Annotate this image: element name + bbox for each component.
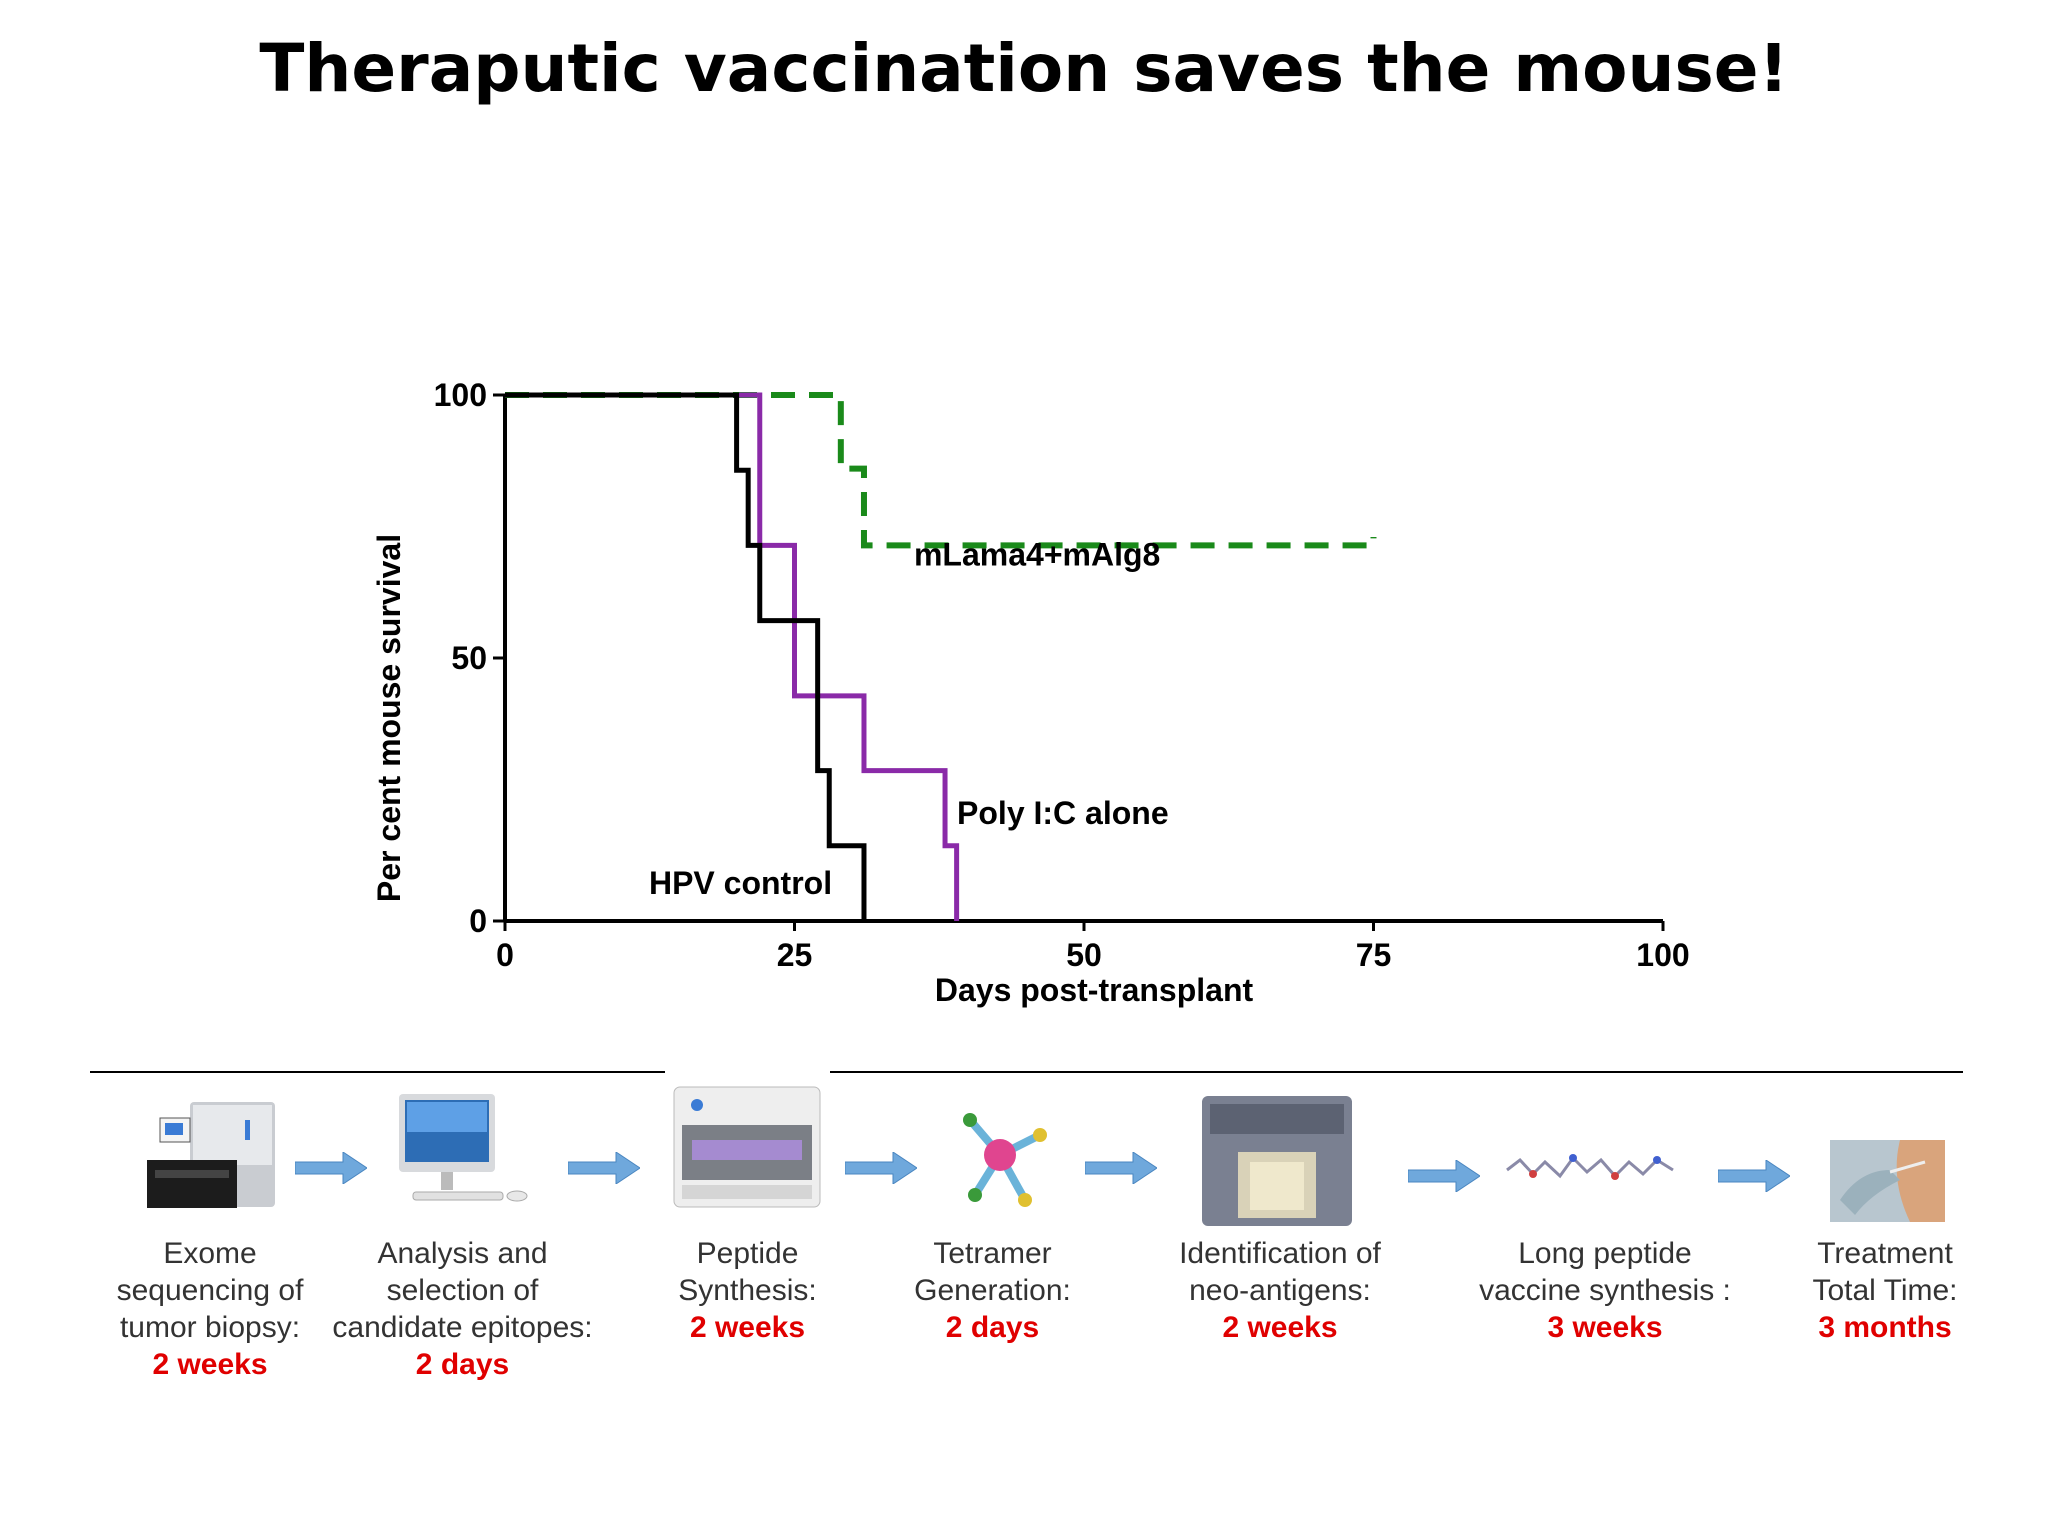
y-tick-label: 100 (434, 377, 487, 413)
series-label-1: Poly I:C alone (957, 795, 1169, 831)
pipeline-divider-left (90, 1071, 665, 1073)
computer-icon (395, 1092, 535, 1210)
series-label-2: HPV control (649, 865, 832, 901)
series-line-0 (505, 392, 1377, 549)
chart-labels: mLama4+mAlg8 Poly I:C alone HPV control (649, 536, 1169, 901)
flow-arrow-5 (1407, 1159, 1481, 1197)
series-line-1 (505, 392, 960, 921)
step-duration: 2 days (945, 1311, 1040, 1344)
chart-series (505, 392, 1377, 921)
step-duration: 3 months (1818, 1311, 1952, 1344)
step-label-analysis: Analysis and selection of candidate epit… (320, 1235, 605, 1383)
flow-arrow-2 (567, 1151, 641, 1189)
step-duration: 2 weeks (689, 1311, 806, 1344)
tetramer-icon (945, 1100, 1055, 1210)
x-tick-label: 75 (1356, 937, 1392, 973)
y-tick-label: 0 (469, 903, 487, 939)
x-tick-label: 25 (777, 937, 813, 973)
series-label-0: mLama4+mAlg8 (914, 536, 1160, 572)
step-duration: 2 days (415, 1348, 510, 1381)
step-label-exome: Exome sequencing of tumor biopsy: 2 week… (95, 1235, 325, 1383)
peptide-synthesizer-icon (672, 1085, 822, 1210)
flow-arrow-1 (294, 1151, 368, 1189)
step-label-peptide-synthesis: Peptide Synthesis: 2 weeks (640, 1235, 855, 1346)
flow-arrow-3 (844, 1151, 918, 1189)
step-duration: 3 weeks (1547, 1311, 1663, 1344)
sequencer-icon (145, 1100, 280, 1210)
slide-title: Theraputic vaccination saves the mouse! (259, 30, 1789, 107)
x-axis-title: Days post-transplant (935, 972, 1254, 1008)
x-tick-label: 100 (1636, 937, 1689, 973)
series-line-2 (505, 392, 867, 921)
chart-axes: 0 25 50 75 100 0 50 100 Days post-transplant Per … (371, 377, 1690, 1008)
injection-icon (1830, 1140, 1945, 1222)
step-label-treatment: Treatment Total Time: 3 months (1770, 1235, 2000, 1346)
step-label-tetramer: Tetramer Generation: 2 days (880, 1235, 1105, 1346)
step-label-neoantigens: Identification of neo-antigens: 2 weeks (1150, 1235, 1410, 1346)
step-duration: 2 weeks (1222, 1311, 1338, 1344)
peptide-chain-icon (1505, 1140, 1675, 1200)
step-label-long-peptide: Long peptide vaccine synthesis : 3 weeks (1455, 1235, 1755, 1346)
step-duration: 2 weeks (152, 1348, 268, 1381)
x-tick-label: 0 (496, 937, 514, 973)
flow-arrow-6 (1717, 1159, 1791, 1197)
flow-cytometer-icon (1198, 1092, 1356, 1230)
flow-arrow-4 (1084, 1151, 1158, 1189)
x-tick-label: 50 (1066, 937, 1102, 973)
y-tick-label: 50 (451, 640, 487, 676)
y-axis-title: Per cent mouse survival (371, 534, 407, 902)
pipeline-divider-right (830, 1071, 1963, 1073)
